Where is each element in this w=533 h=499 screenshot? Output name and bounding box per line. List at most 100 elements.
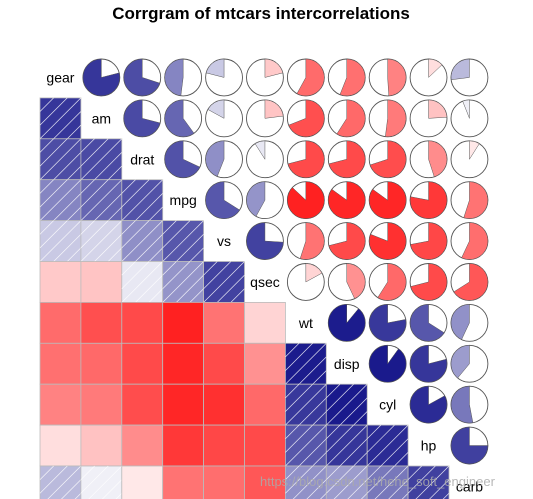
- shade-cell-hp-cyl: [366, 424, 409, 467]
- shade-cell-wt-am: [80, 301, 123, 344]
- variable-label-drat: drat: [130, 151, 154, 167]
- shade-cell-disp-qsec: [244, 342, 286, 385]
- shade-rect: [203, 465, 245, 499]
- hatch-line: [39, 97, 82, 140]
- hatch-line: [74, 493, 82, 499]
- pie-cell-disp-hp: [409, 344, 448, 383]
- shade-rect: [121, 342, 164, 385]
- hatch-line: [53, 152, 82, 180]
- pie-cell-wt-cyl: [368, 303, 407, 342]
- shade-cell-disp-wt: [284, 342, 327, 385]
- pie-slice: [164, 58, 184, 97]
- variable-label-carb: carb: [456, 478, 483, 494]
- pie-cell-gear-cyl: [368, 58, 407, 97]
- hatch-line: [162, 261, 204, 303]
- pie-slice: [246, 181, 266, 217]
- pie-cell-gear-carb: [450, 58, 489, 97]
- variable-label-disp: disp: [334, 356, 360, 372]
- pie-slice: [409, 345, 448, 383]
- hatch-line: [80, 138, 123, 180]
- shade-rect: [162, 342, 204, 385]
- shade-cell-vs-gear: [39, 220, 82, 262]
- pie-cell-mpg-qsec: [246, 181, 284, 220]
- hatch-line: [326, 383, 354, 412]
- hatch-line: [312, 452, 327, 467]
- hatch-line: [298, 438, 327, 467]
- pie-cell-vs-wt: [286, 222, 325, 260]
- pie-slice: [385, 99, 407, 138]
- pie-slice: [254, 140, 266, 161]
- pie-cell-gear-mpg: [164, 58, 203, 97]
- hatch-line: [107, 247, 123, 262]
- shade-rect: [162, 301, 204, 344]
- pie-slice: [368, 345, 407, 383]
- shade-rect: [244, 301, 286, 344]
- hatch-line: [80, 220, 123, 262]
- shade-cell-drat-am: [80, 138, 123, 181]
- shade-cell-qsec-vs: [203, 261, 245, 303]
- hatch-line: [39, 97, 68, 126]
- pie-cell-gear-wt: [286, 58, 325, 97]
- pie-slice: [387, 58, 407, 97]
- hatch-line: [53, 193, 82, 221]
- hatch-line: [39, 220, 68, 249]
- pie-slice: [305, 263, 323, 283]
- pie-slice: [368, 222, 407, 260]
- hatch-line: [80, 179, 109, 208]
- shade-cell-cyl-am: [80, 383, 123, 426]
- shade-cell-qsec-gear: [39, 261, 82, 303]
- hatch-line: [388, 479, 409, 499]
- shade-cell-hp-wt: [284, 424, 327, 467]
- pie-slice: [123, 58, 161, 97]
- pie-slice: [346, 263, 366, 299]
- pie-slice: [450, 304, 470, 340]
- pie-cell-vs-disp: [327, 222, 366, 260]
- hatch-line: [333, 465, 368, 499]
- pie-cell-qsec-wt: [286, 263, 325, 301]
- hatch-line: [347, 479, 368, 499]
- hatch-line: [121, 261, 163, 303]
- shade-cell-cyl-wt: [284, 383, 327, 426]
- hatch-line: [285, 465, 300, 480]
- hatch-line: [121, 261, 136, 276]
- hatch-line: [94, 152, 123, 180]
- hatch-line: [429, 479, 450, 499]
- hatch-line: [39, 179, 68, 208]
- shade-rect: [203, 342, 245, 385]
- hatch-line: [374, 465, 409, 499]
- hatch-line: [88, 465, 123, 499]
- pie-slice: [328, 140, 366, 178]
- shade-cell-carb-wt: [284, 465, 327, 499]
- shade-cell-hp-vs: [203, 424, 245, 467]
- shade-rect: [407, 465, 450, 499]
- pie-cell-vs-cyl: [368, 222, 407, 260]
- hatch-line: [285, 424, 313, 453]
- pie-slice: [205, 181, 240, 219]
- pie-slice: [453, 263, 489, 301]
- hatch-line: [312, 411, 327, 426]
- shade-cell-carb-vs: [203, 465, 245, 499]
- pie-slice: [164, 140, 201, 178]
- pie-cell-disp-cyl: [368, 344, 407, 383]
- pie-cell-gear-qsec: [246, 58, 284, 97]
- hatch-line: [285, 343, 300, 358]
- hatch-line: [39, 220, 54, 235]
- hatch-line: [148, 206, 163, 221]
- hatch-line: [380, 438, 409, 467]
- hatch-line: [115, 493, 123, 499]
- pie-slice: [461, 222, 489, 260]
- shade-rect: [162, 465, 204, 499]
- pie-cell-am-wt: [286, 99, 325, 138]
- shade-cell-disp-vs: [203, 342, 245, 385]
- shade-rect: [284, 465, 327, 499]
- pie-slice: [368, 304, 407, 342]
- hatch-line: [148, 247, 163, 262]
- hatch-line: [47, 465, 82, 499]
- pie-slice: [450, 58, 470, 81]
- pie-slice: [377, 263, 407, 301]
- shade-rect: [162, 424, 204, 467]
- pie-cell-am-cyl: [368, 99, 407, 138]
- shade-rect: [80, 261, 123, 303]
- shade-cell-disp-am: [80, 342, 123, 385]
- shade-cell-cyl-drat: [121, 383, 164, 426]
